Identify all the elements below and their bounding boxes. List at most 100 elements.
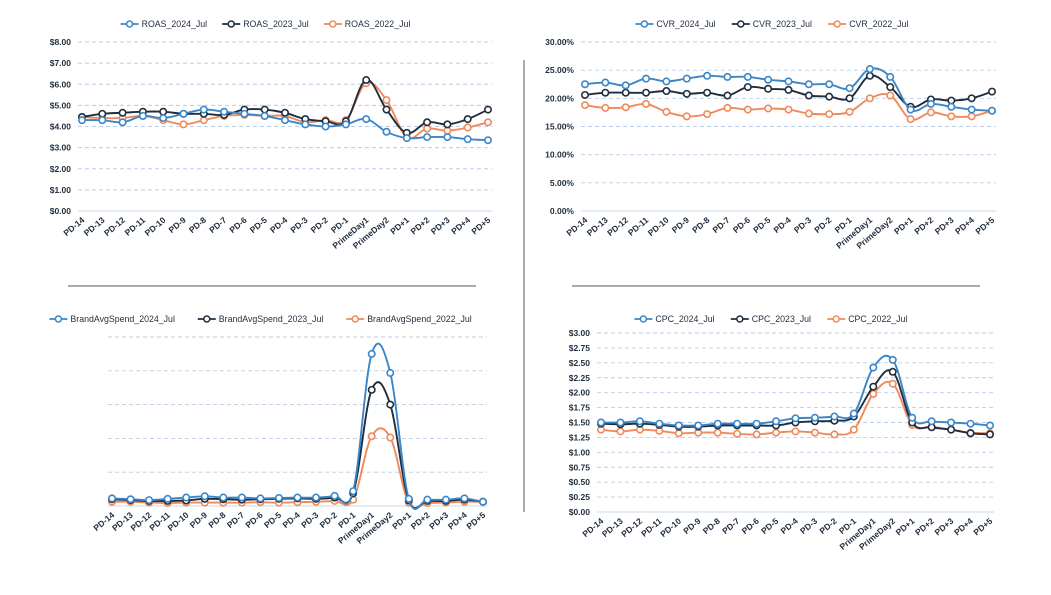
cvr-data-point <box>886 91 895 100</box>
cpc-y-tick-label: $2.00 <box>569 388 591 398</box>
brandavgspend-data-point <box>478 497 487 506</box>
brandavgspend-data-point <box>108 494 117 503</box>
brandavgspend-data-point <box>237 493 246 502</box>
roas-data-point <box>423 133 432 142</box>
roas-legend-label: ROAS_2023_Jul <box>243 19 309 29</box>
brandavgspend-data-point <box>126 495 135 504</box>
brandavgspend-x-tick-label: PD+4 <box>446 510 469 532</box>
cvr-data-point <box>804 109 813 118</box>
cpc-data-point <box>849 409 858 418</box>
cvr-data-point <box>906 105 915 114</box>
brandavgspend-x-tick-label: PD+1 <box>390 510 413 532</box>
cvr-data-point <box>642 88 651 97</box>
roas-data-point <box>199 105 208 114</box>
cpc-data-point <box>772 417 781 426</box>
roas-data-point <box>423 124 432 133</box>
brandavgspend-data-point <box>367 432 376 441</box>
brandavgspend-x-tick-label: PD-12 <box>129 510 154 533</box>
cpc-x-tick-label: PD-3 <box>798 516 819 536</box>
cvr-data-point <box>682 89 691 98</box>
roas-data-point <box>443 133 452 142</box>
brandavgspend-data-point <box>404 494 413 503</box>
cpc-x-tick-label: PD-12 <box>619 516 644 539</box>
cvr-data-point <box>621 88 630 97</box>
roas-data-point <box>220 107 229 116</box>
cpc-data-point <box>733 429 742 438</box>
cpc-data-point <box>713 428 722 437</box>
cvr-x-tick-label: PD-6 <box>731 215 752 235</box>
roas-data-point <box>179 109 188 118</box>
cvr-legend-label: CVR_2024_Jul <box>656 19 715 29</box>
brand-avg-spend-chart: PD-14PD-13PD-12PD-11PD-10PD-9PD-8PD-7PD-… <box>49 314 487 546</box>
cpc-data-point <box>888 355 897 364</box>
brandavgspend-x-tick-label: PD-5 <box>262 510 283 530</box>
cpc-y-tick-label: $0.25 <box>569 492 591 502</box>
roas-x-tick-label: PD+4 <box>449 215 472 237</box>
cvr-y-tick-label: 5.00% <box>550 178 575 188</box>
brandavgspend-x-tick-label: PD-2 <box>318 510 339 530</box>
cvr-data-point <box>804 80 813 89</box>
cvr-x-tick-label: PD+3 <box>933 215 956 237</box>
roas-x-tick-label: PD+1 <box>388 215 411 237</box>
brandavgspend-data-point <box>460 494 469 503</box>
brandavgspend-data-point <box>274 493 283 502</box>
brandavgspend-x-tick-label: PD+3 <box>427 510 450 532</box>
brandavgspend-legend-swatch-marker <box>203 315 211 323</box>
cvr-data-point <box>825 80 834 89</box>
roas-data-point <box>341 120 350 129</box>
roas-data-point <box>382 105 391 114</box>
cvr-data-point <box>845 107 854 116</box>
cpc-y-tick-label: $0.75 <box>569 462 591 472</box>
cpc-data-point <box>635 417 644 426</box>
cvr-data-point <box>845 94 854 103</box>
cvr-data-point <box>865 94 874 103</box>
cvr-data-point <box>784 77 793 86</box>
cvr-data-point <box>621 81 630 90</box>
cpc-legend-swatch-marker <box>736 315 744 323</box>
cpc-data-point <box>869 363 878 372</box>
roas-x-tick-label: PD-3 <box>288 215 309 235</box>
cvr-data-point <box>743 105 752 114</box>
cpc-y-tick-label: $3.00 <box>569 328 591 338</box>
cpc-x-tick-label: PD+3 <box>932 516 955 538</box>
cvr-data-point <box>764 75 773 84</box>
roas-data-point <box>301 120 310 129</box>
roas-chart: $0.00 $1.00 $2.00 $3.00 $4.00 $5.00 $6.00 $7.00… <box>50 19 493 251</box>
cvr-y-tick-label: 20.00% <box>545 93 574 103</box>
cvr-x-tick-label: PD-14 <box>564 215 589 238</box>
cpc-x-tick-label: PD-5 <box>759 516 780 536</box>
roas-y-tick-label: $8.00 <box>50 37 72 47</box>
cvr-y-tick-label: 30.00% <box>545 37 574 47</box>
roas-x-tick-label: PD-14 <box>61 215 86 238</box>
roas-y-tick-label: $4.00 <box>50 122 72 132</box>
brandavgspend-x-tick-label: PD-7 <box>225 510 246 530</box>
cvr-x-tick-label: PD-13 <box>585 215 610 238</box>
cpc-data-point <box>655 419 664 428</box>
cpc-x-tick-label: PD-11 <box>639 516 664 539</box>
cpc-x-tick-label: PD-6 <box>740 516 761 536</box>
brandavgspend-legend-label: BrandAvgSpend_2024_Jul <box>70 314 175 324</box>
roas-legend-label: ROAS_2022_Jul <box>345 19 411 29</box>
roas-y-tick-label: $2.00 <box>50 164 72 174</box>
roas-data-point <box>382 96 391 105</box>
cvr-data-point <box>601 88 610 97</box>
brandavgspend-data-point <box>163 494 172 503</box>
cpc-data-point <box>810 413 819 422</box>
cvr-data-point <box>947 112 956 121</box>
cvr-data-point <box>865 71 874 80</box>
cpc-data-point <box>713 419 722 428</box>
cvr-data-point <box>825 110 834 119</box>
cvr-data-point <box>784 105 793 114</box>
cvr-data-point <box>784 85 793 94</box>
cvr-data-point <box>825 92 834 101</box>
cpc-data-point <box>616 427 625 436</box>
roas-data-point <box>321 122 330 131</box>
cvr-x-tick-label: PD-10 <box>646 215 671 238</box>
cvr-chart: 0.00% 5.00% 10.00% 15.00% 20.00% 25.00% 30.00%… <box>545 19 996 251</box>
cvr-data-point <box>703 71 712 80</box>
roas-y-tick-label: $5.00 <box>50 100 72 110</box>
cvr-x-tick-label: PD-7 <box>710 215 731 235</box>
roas-data-point <box>98 116 107 125</box>
cpc-data-point <box>888 367 897 376</box>
